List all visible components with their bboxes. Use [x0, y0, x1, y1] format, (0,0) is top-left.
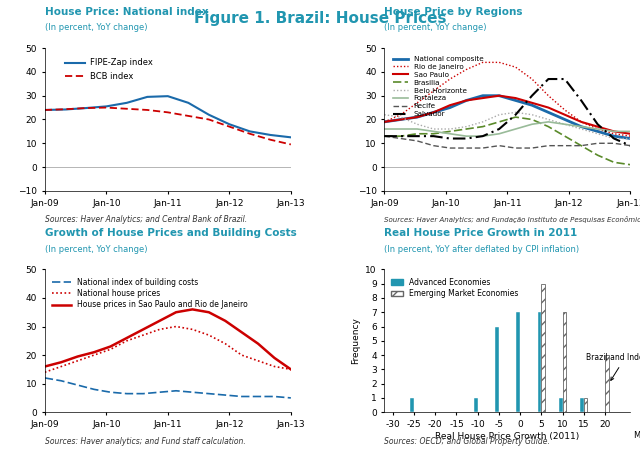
Text: (In percent, YoY change): (In percent, YoY change) [385, 23, 487, 33]
Text: Real House Price Growth in 2011: Real House Price Growth in 2011 [385, 228, 577, 238]
Bar [605, 355, 609, 412]
Text: Sources: Haver analytics; and Fund staff calculation.: Sources: Haver analytics; and Fund staff… [45, 436, 246, 446]
Legend: National index of building costs, National house prices, House prices in Sao Pau: National index of building costs, Nation… [49, 275, 251, 312]
Bar [474, 398, 477, 412]
Bar [541, 284, 545, 412]
Bar [559, 398, 563, 412]
Text: (In percent, YoY change): (In percent, YoY change) [45, 23, 147, 33]
Bar [584, 398, 588, 412]
Text: Figure 1. Brazil: House Prices: Figure 1. Brazil: House Prices [194, 11, 446, 27]
Bar [580, 398, 584, 412]
Bar [563, 312, 566, 412]
Text: (In percent, YoY change): (In percent, YoY change) [45, 245, 147, 254]
X-axis label: Real House Price Growth (2011): Real House Price Growth (2011) [435, 431, 579, 441]
Text: (In percent, YoY after deflated by CPI inflation): (In percent, YoY after deflated by CPI i… [385, 245, 579, 254]
Bar [516, 312, 520, 412]
Legend: National composite, Rio de Janeiro, Sao Paulo, Brasilia, Belo Horizonte, Fortale: National composite, Rio de Janeiro, Sao … [390, 53, 486, 120]
Bar [495, 327, 499, 412]
Text: House Price: National index: House Price: National index [45, 7, 209, 16]
Text: Brazil and Indonesia: Brazil and Indonesia [586, 354, 640, 381]
Legend: FIPE-Zap index, BCB index: FIPE-Zap index, BCB index [61, 55, 156, 84]
Text: Sources: Haver Analytics; and Fundação Instituto de Pesquisas Econômicas.: Sources: Haver Analytics; and Fundação I… [385, 216, 640, 224]
Legend: Advanced Economies, Emerging Market Economies: Advanced Economies, Emerging Market Econ… [388, 275, 521, 301]
Text: House Price by Regions: House Price by Regions [385, 7, 523, 16]
Bar [538, 312, 541, 412]
Text: Sources: OECD; and Global Property Guide.: Sources: OECD; and Global Property Guide… [385, 436, 550, 446]
Text: More: More [633, 431, 640, 440]
Text: Sources: Haver Analytics; and Central Bank of Brazil.: Sources: Haver Analytics; and Central Ba… [45, 215, 247, 224]
Text: Growth of House Prices and Building Costs: Growth of House Prices and Building Cost… [45, 228, 296, 238]
Bar [410, 398, 414, 412]
Y-axis label: Frequency: Frequency [351, 317, 360, 364]
